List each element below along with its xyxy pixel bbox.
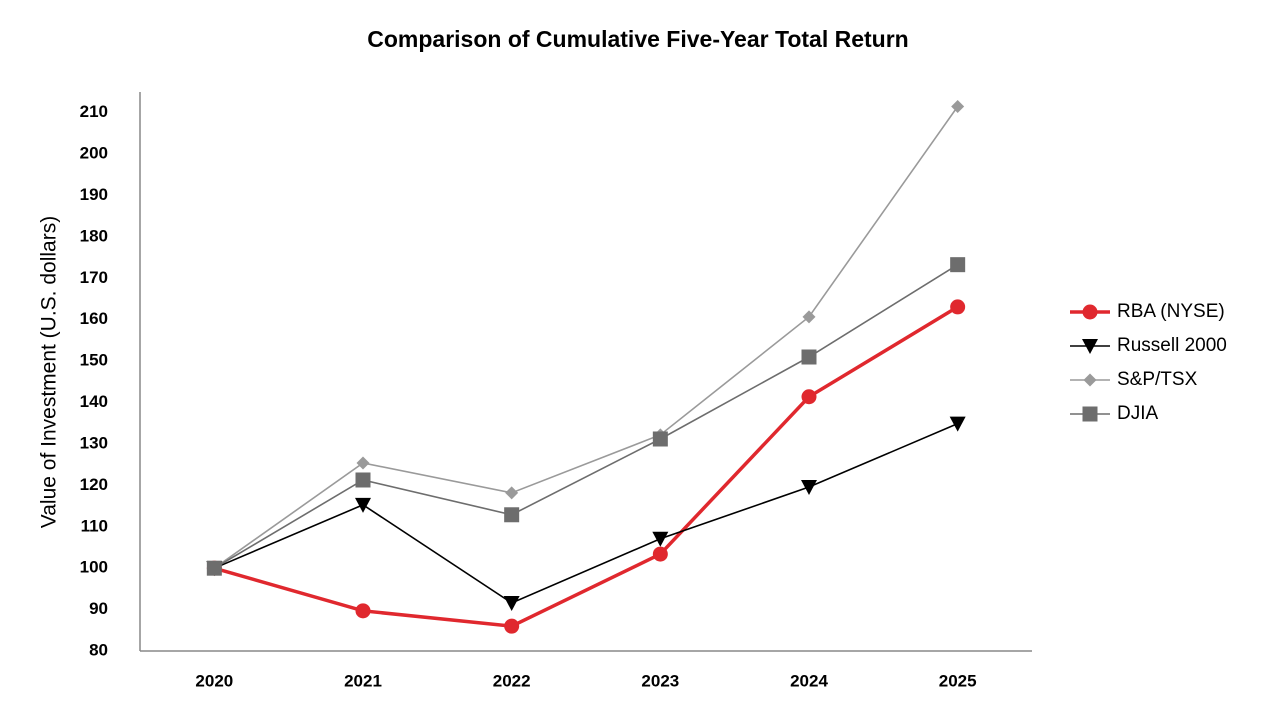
series-line	[213, 106, 959, 569]
y-axis-label: Value of Investment (U.S. dollars)	[38, 216, 61, 528]
point	[1083, 373, 1097, 387]
point	[1082, 406, 1098, 422]
point	[951, 99, 965, 113]
point	[503, 595, 520, 611]
point	[206, 560, 222, 576]
x-tick-label: 2022	[493, 671, 531, 690]
point	[801, 389, 817, 405]
y-tick-label: 160	[80, 309, 108, 328]
point	[652, 531, 669, 547]
y-tick-label: 140	[80, 392, 108, 411]
point	[355, 603, 371, 619]
point	[801, 480, 817, 496]
y-tick-label: 110	[81, 516, 108, 535]
point	[950, 299, 966, 315]
point	[355, 472, 371, 488]
y-tick-label: 90	[89, 599, 108, 618]
legend-label: S&P/TSX	[1117, 369, 1198, 390]
x-tick-label: 2024	[790, 671, 828, 690]
y-tick-label: 130	[80, 433, 108, 452]
chart-title: Comparison of Cumulative Five-Year Total…	[367, 26, 908, 52]
point	[801, 349, 817, 365]
point	[505, 486, 519, 500]
point	[950, 257, 966, 273]
x-tick-label: 2020	[195, 671, 233, 690]
x-tick-label: 2021	[344, 671, 382, 690]
point	[356, 456, 370, 470]
point	[355, 497, 371, 513]
point	[802, 310, 816, 324]
legend-label: DJIA	[1117, 403, 1159, 424]
y-tick-label: 170	[80, 268, 108, 287]
point	[1082, 339, 1098, 354]
y-tick-label: 200	[80, 144, 108, 163]
y-tick-label: 180	[80, 226, 108, 245]
y-tick-label: 210	[80, 102, 108, 121]
point	[504, 507, 520, 523]
y-tick-label: 100	[80, 558, 108, 577]
point	[1082, 304, 1098, 320]
point	[652, 431, 668, 447]
y-tick-label: 190	[80, 185, 108, 204]
series-line	[214, 422, 958, 604]
x-tick-label: 2025	[939, 671, 977, 690]
y-tick-label: 120	[80, 475, 108, 494]
y-tick-label: 150	[80, 351, 108, 370]
legend-label: Russell 2000	[1117, 335, 1227, 356]
point	[652, 546, 668, 562]
legend-label: RBA (NYSE)	[1117, 301, 1225, 322]
series-line	[213, 263, 959, 569]
point	[949, 416, 966, 432]
y-tick-label: 80	[89, 640, 108, 659]
point	[504, 618, 520, 634]
series-line	[213, 305, 959, 628]
x-tick-label: 2023	[641, 671, 679, 690]
